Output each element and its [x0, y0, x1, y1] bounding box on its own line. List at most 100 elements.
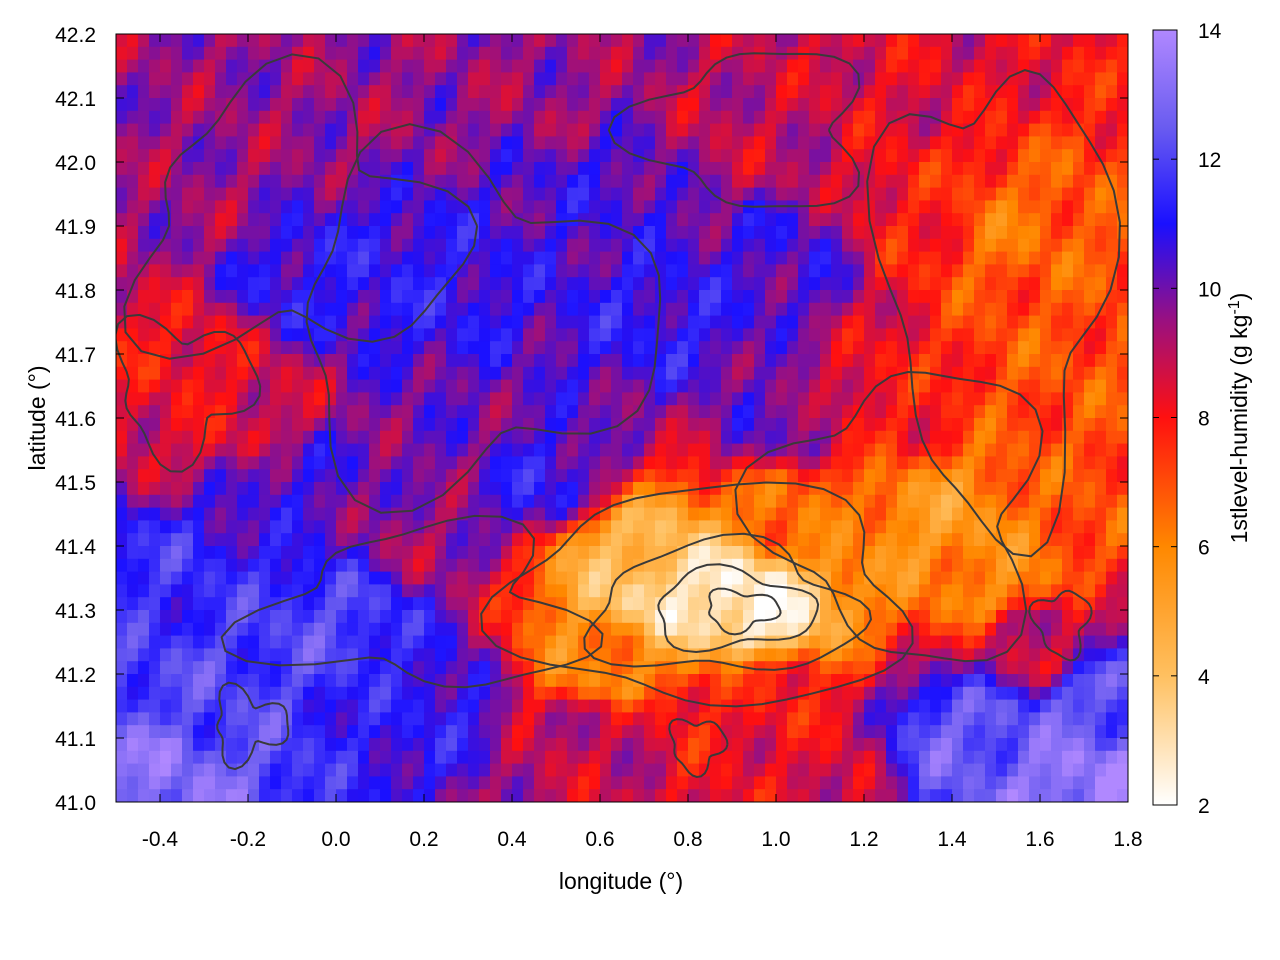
heatmap-cell: [259, 136, 271, 150]
heatmap-cell: [787, 546, 799, 560]
heatmap-cell: [666, 482, 678, 496]
heatmap-cell: [875, 315, 887, 329]
heatmap-cell: [842, 558, 854, 573]
heatmap-cell: [490, 200, 502, 214]
heatmap-cell: [413, 674, 425, 688]
heatmap-cell: [424, 251, 436, 265]
heatmap-cell: [919, 520, 931, 534]
heatmap-cell: [369, 597, 381, 611]
heatmap-cell: [754, 123, 766, 137]
heatmap-cell: [270, 482, 282, 496]
heatmap-cell: [303, 354, 315, 368]
heatmap-cell: [204, 341, 216, 355]
heatmap-cell: [314, 46, 326, 61]
heatmap-cell: [226, 136, 238, 150]
heatmap-cell: [182, 226, 194, 240]
heatmap-cell: [1029, 264, 1041, 278]
heatmap-cell: [1084, 392, 1096, 406]
heatmap-cell: [677, 174, 689, 189]
heatmap-cell: [853, 290, 865, 304]
heatmap-cell: [292, 72, 304, 86]
heatmap-cell: [919, 456, 931, 470]
heatmap-cell: [193, 699, 205, 713]
heatmap-cell: [347, 136, 359, 150]
heatmap-cell: [886, 418, 898, 432]
heatmap-cell: [611, 430, 623, 445]
heatmap-cell: [193, 162, 205, 176]
heatmap-cell: [1051, 469, 1063, 483]
heatmap-cell: [281, 430, 293, 445]
heatmap-cell: [677, 162, 689, 176]
heatmap-cell: [314, 392, 326, 406]
heatmap-cell: [941, 200, 953, 214]
heatmap-cell: [765, 661, 777, 675]
heatmap-cell: [215, 725, 227, 739]
heatmap-cell: [985, 597, 997, 611]
heatmap-cell: [292, 264, 304, 278]
heatmap-cell: [611, 136, 623, 150]
heatmap-cell: [237, 507, 249, 521]
heatmap-cell: [600, 277, 612, 291]
heatmap-cell: [875, 546, 887, 560]
heatmap-cell: [886, 571, 898, 585]
heatmap-cell: [600, 72, 612, 86]
heatmap-cell: [446, 507, 458, 521]
heatmap-cell: [490, 558, 502, 573]
heatmap-cell: [820, 328, 832, 342]
heatmap-cell: [149, 584, 161, 598]
heatmap-cell: [1062, 366, 1074, 381]
heatmap-cell: [699, 546, 711, 560]
heatmap-cell: [259, 456, 271, 470]
heatmap-cell: [633, 213, 645, 227]
heatmap-cell: [281, 366, 293, 381]
heatmap-cell: [204, 85, 216, 99]
heatmap-cell: [204, 610, 216, 624]
heatmap-cell: [886, 494, 898, 509]
heatmap-cell: [127, 341, 139, 355]
heatmap-cell: [897, 456, 909, 470]
heatmap-cell: [974, 507, 986, 521]
heatmap-cell: [754, 354, 766, 368]
heatmap-cell: [424, 226, 436, 240]
heatmap-cell: [897, 162, 909, 176]
heatmap-cell: [831, 648, 843, 662]
heatmap-cell: [952, 379, 964, 393]
heatmap-cell: [292, 610, 304, 624]
heatmap-cell: [512, 110, 524, 125]
heatmap-cell: [655, 277, 667, 291]
heatmap-cell: [688, 392, 700, 406]
heatmap-cell: [699, 507, 711, 521]
heatmap-cell: [974, 149, 986, 163]
heatmap-cell: [985, 379, 997, 393]
heatmap-cell: [1062, 238, 1074, 253]
heatmap-cell: [1040, 123, 1052, 137]
heatmap-cell: [1106, 149, 1118, 163]
heatmap-cell: [248, 558, 260, 573]
heatmap-cell: [600, 456, 612, 470]
heatmap-cell: [699, 354, 711, 368]
heatmap-cell: [875, 648, 887, 662]
heatmap-cell: [534, 174, 546, 189]
heatmap-cell: [622, 290, 634, 304]
heatmap-cell: [743, 430, 755, 445]
heatmap-cell: [1095, 661, 1107, 675]
heatmap-cell: [1073, 72, 1085, 86]
heatmap-cell: [952, 238, 964, 253]
heatmap-cell: [556, 712, 568, 726]
heatmap-cell: [358, 136, 370, 150]
heatmap-cell: [666, 213, 678, 227]
heatmap-cell: [1040, 546, 1052, 560]
heatmap-cell: [523, 85, 535, 99]
heatmap-cell: [457, 648, 469, 662]
heatmap-cell: [435, 520, 447, 534]
heatmap-cell: [985, 546, 997, 560]
heatmap-cell: [171, 533, 183, 547]
heatmap-cell: [930, 213, 942, 227]
heatmap-cell: [919, 379, 931, 393]
heatmap-cell: [127, 482, 139, 496]
heatmap-cell: [435, 686, 447, 701]
heatmap-cell: [798, 712, 810, 726]
heatmap-cell: [1073, 443, 1085, 457]
heatmap-cell: [358, 622, 370, 637]
heatmap-cell: [358, 584, 370, 598]
